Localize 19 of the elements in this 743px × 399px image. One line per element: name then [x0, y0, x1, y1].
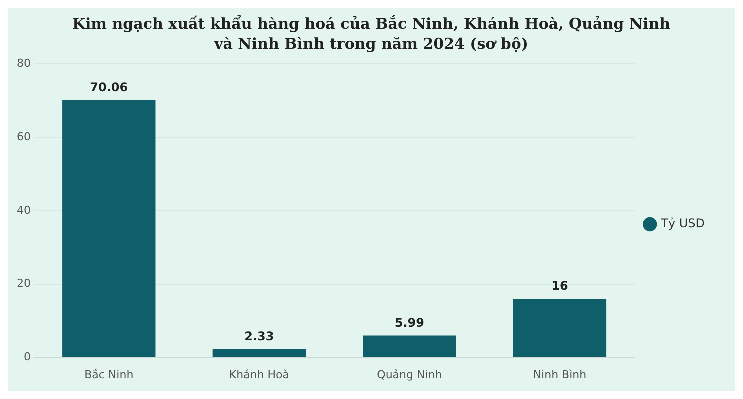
bar — [62, 100, 156, 358]
data-label: 2.33 — [244, 329, 274, 344]
legend-label: Tỷ USD — [660, 216, 706, 231]
bar — [212, 349, 306, 358]
y-tick-label: 20 — [16, 277, 31, 290]
bar — [513, 299, 607, 358]
bar — [363, 336, 456, 358]
y-tick-label: 0 — [24, 350, 31, 364]
x-tick-label: Bắc Ninh — [84, 368, 134, 382]
x-tick-label: Khánh Hoà — [229, 368, 290, 382]
data-label: 5.99 — [394, 316, 424, 330]
y-tick-label: 60 — [16, 130, 31, 144]
y-tick-label: 80 — [16, 56, 31, 70]
y-tick-label: 40 — [16, 204, 31, 217]
chart-title: Kim ngạch xuất khẩu hàng hoá của Bắc Ninh, Khánh Hoà, Quảng Ninh và Ninh Bình trong năm 2024 (sơ bộ) — [72, 14, 672, 54]
x-tick-label: Ninh Bình — [533, 368, 587, 382]
x-tick-label: Quảng Ninh — [377, 368, 442, 382]
data-label: 16 — [552, 279, 568, 294]
data-label: 70.06 — [90, 80, 128, 95]
